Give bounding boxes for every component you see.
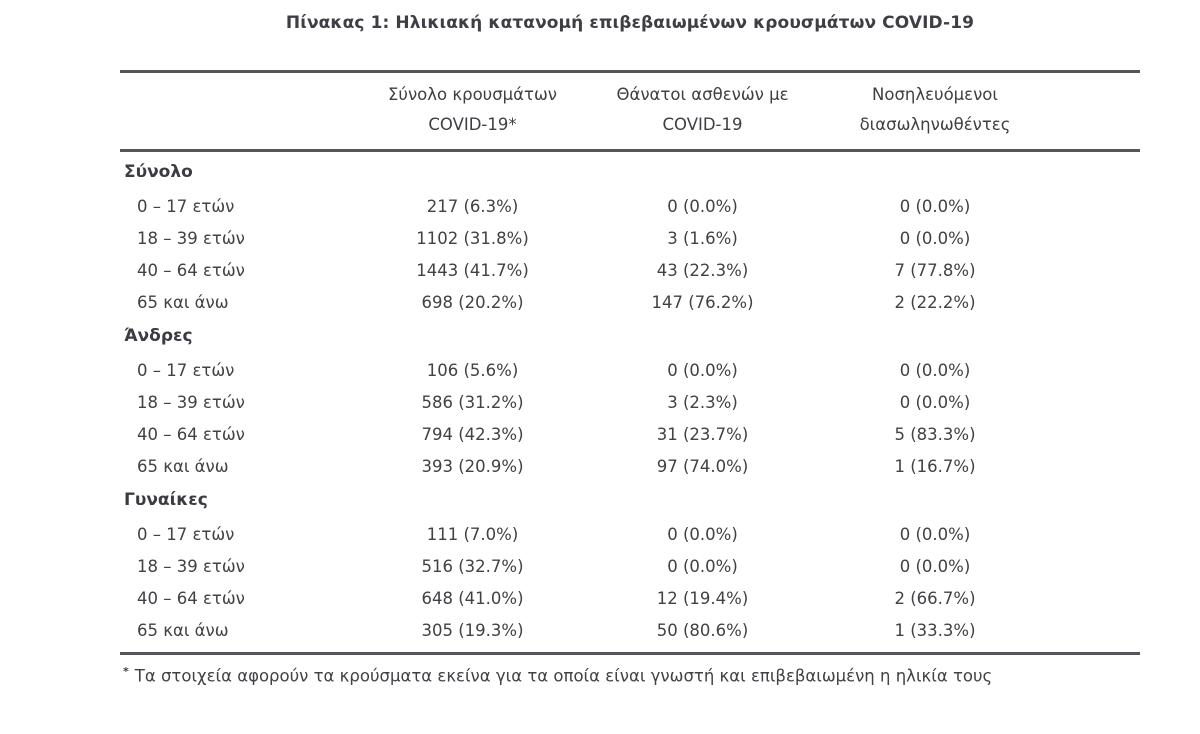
table-row: 65 και άνω 393 (20.9%) 97 (74.0%) 1 (16.… [120, 450, 1140, 482]
footnote: * Τα στοιχεία αφορούν τα κρούσματα εκείνα… [120, 660, 1140, 689]
table-row: 40 – 64 ετών 648 (41.0%) 12 (19.4%) 2 (6… [120, 582, 1140, 614]
table-row: 40 – 64 ετών 794 (42.3%) 31 (23.7%) 5 (8… [120, 418, 1140, 450]
intubated-value: 0 (0.0%) [899, 228, 971, 248]
cases-value: 106 (5.6%) [426, 360, 519, 380]
footnote-text: Τα στοιχεία αφορούν τα κρούσματα εκείνα … [134, 666, 993, 686]
age-group-label: 18 – 39 ετών [137, 556, 245, 576]
cases-value: 648 (41.0%) [421, 588, 524, 608]
deaths-value: 3 (2.3%) [667, 392, 738, 412]
cases-value: 217 (6.3%) [426, 196, 519, 216]
header-intubated-line2: διασωληνωθέντες [859, 115, 1011, 134]
intubated-value: 2 (66.7%) [894, 588, 976, 608]
cases-value: 516 (32.7%) [421, 556, 524, 576]
section-men-label: Άνδρες [124, 326, 193, 346]
footnote-asterisk: * [123, 665, 129, 678]
table-row: 18 – 39 ετών 516 (32.7%) 0 (0.0%) 0 (0.0… [120, 550, 1140, 582]
intubated-value: 0 (0.0%) [899, 196, 971, 216]
header-spacer-cell [1060, 80, 1140, 140]
deaths-value: 3 (1.6%) [667, 228, 738, 248]
header-deaths-line1: Θάνατοι ασθενών με [616, 85, 789, 104]
cases-value: 305 (19.3%) [421, 620, 524, 640]
intubated-value: 0 (0.0%) [899, 556, 971, 576]
age-group-label: 65 και άνω [137, 456, 229, 476]
cases-value: 1102 (31.8%) [416, 228, 529, 248]
table-body: Σύνολο 0 – 17 ετών 217 (6.3%) 0 (0.0%) 0… [120, 152, 1140, 652]
deaths-value: 0 (0.0%) [667, 556, 738, 576]
header-total-cases-line2: COVID-19* [428, 115, 517, 134]
deaths-value: 50 (80.6%) [656, 620, 749, 640]
age-group-label: 40 – 64 ετών [137, 424, 245, 444]
age-group-label: 18 – 39 ετών [137, 392, 245, 412]
deaths-value: 31 (23.7%) [656, 424, 749, 444]
header-total-cases: Σύνολο κρουσμάτων COVID-19* [350, 80, 595, 140]
section-total-label: Σύνολο [124, 162, 193, 182]
header-intubated: Νοσηλευόμενοι διασωληνωθέντες [810, 80, 1060, 140]
cases-value: 794 (42.3%) [421, 424, 524, 444]
section-women-label: Γυναίκες [124, 490, 208, 510]
age-group-label: 65 και άνω [137, 292, 229, 312]
age-group-label: 0 – 17 ετών [137, 524, 235, 544]
table-row: 0 – 17 ετών 106 (5.6%) 0 (0.0%) 0 (0.0%) [120, 354, 1140, 386]
table-bottom-rule [120, 652, 1140, 655]
covid-age-table: Σύνολο κρουσμάτων COVID-19* Θάνατοι ασθε… [120, 70, 1140, 689]
deaths-value: 43 (22.3%) [656, 260, 749, 280]
intubated-value: 0 (0.0%) [899, 524, 971, 544]
table-row: 0 – 17 ετών 217 (6.3%) 0 (0.0%) 0 (0.0%) [120, 190, 1140, 222]
age-group-label: 40 – 64 ετών [137, 260, 245, 280]
intubated-value: 0 (0.0%) [899, 360, 971, 380]
intubated-value: 2 (22.2%) [894, 292, 976, 312]
section-total: Σύνολο [120, 154, 1140, 190]
table-top-rule [120, 70, 1140, 73]
deaths-value: 0 (0.0%) [667, 524, 738, 544]
header-deaths-line2: COVID-19 [662, 115, 743, 134]
table-row: 0 – 17 ετών 111 (7.0%) 0 (0.0%) 0 (0.0%) [120, 518, 1140, 550]
header-empty-cell [120, 80, 350, 140]
intubated-value: 1 (16.7%) [894, 456, 976, 476]
table-row: 65 και άνω 305 (19.3%) 50 (80.6%) 1 (33.… [120, 614, 1140, 646]
cases-value: 698 (20.2%) [421, 292, 524, 312]
table-row: 18 – 39 ετών 586 (31.2%) 3 (2.3%) 0 (0.0… [120, 386, 1140, 418]
cases-value: 586 (31.2%) [421, 392, 524, 412]
age-group-label: 18 – 39 ετών [137, 228, 245, 248]
table-row: 18 – 39 ετών 1102 (31.8%) 3 (1.6%) 0 (0.… [120, 222, 1140, 254]
intubated-value: 1 (33.3%) [894, 620, 976, 640]
table-title: Πίνακας 1: Ηλικιακή κατανομή επιβεβαιωμέ… [285, 13, 975, 33]
age-group-label: 0 – 17 ετών [137, 360, 235, 380]
deaths-value: 0 (0.0%) [667, 360, 738, 380]
section-men: Άνδρες [120, 318, 1140, 354]
deaths-value: 147 (76.2%) [651, 292, 754, 312]
intubated-value: 7 (77.8%) [894, 260, 976, 280]
cases-value: 1443 (41.7%) [416, 260, 529, 280]
age-group-label: 65 και άνω [137, 620, 229, 640]
header-intubated-line1: Νοσηλευόμενοι [872, 85, 998, 104]
deaths-value: 0 (0.0%) [667, 196, 738, 216]
intubated-value: 0 (0.0%) [899, 392, 971, 412]
table-row: 65 και άνω 698 (20.2%) 147 (76.2%) 2 (22… [120, 286, 1140, 318]
deaths-value: 97 (74.0%) [656, 456, 749, 476]
section-women: Γυναίκες [120, 482, 1140, 518]
header-deaths: Θάνατοι ασθενών με COVID-19 [595, 80, 810, 140]
cases-value: 111 (7.0%) [426, 524, 519, 544]
age-group-label: 0 – 17 ετών [137, 196, 235, 216]
header-separator-rule [120, 149, 1140, 152]
cases-value: 393 (20.9%) [421, 456, 524, 476]
table-row: 40 – 64 ετών 1443 (41.7%) 43 (22.3%) 7 (… [120, 254, 1140, 286]
intubated-value: 5 (83.3%) [894, 424, 976, 444]
age-group-label: 40 – 64 ετών [137, 588, 245, 608]
table-header-row: Σύνολο κρουσμάτων COVID-19* Θάνατοι ασθε… [120, 73, 1140, 149]
header-total-cases-line1: Σύνολο κρουσμάτων [387, 85, 558, 104]
deaths-value: 12 (19.4%) [656, 588, 749, 608]
